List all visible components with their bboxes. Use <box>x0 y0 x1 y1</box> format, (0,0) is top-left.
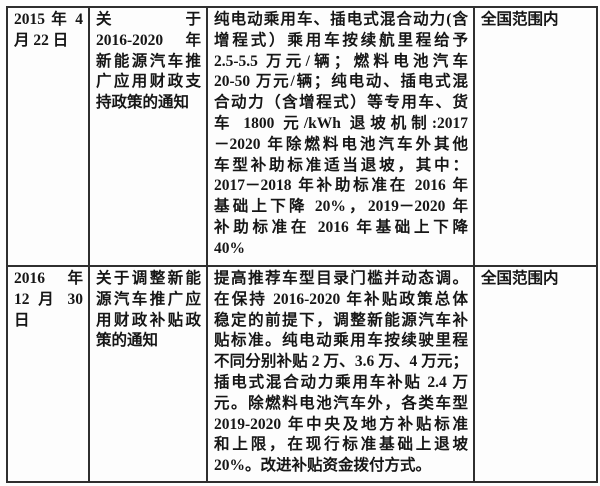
table-cell-date: 2015 年 4 月 22 日 <box>6 6 90 267</box>
text-line: 40% <box>214 239 245 257</box>
table-row: 2016 年 12 月 30 日关于调整新能 源汽车推广应 用财政补贴政 策的通知 提高推荐… <box>6 265 598 483</box>
text-line: 全国范围内 <box>481 270 559 287</box>
table-cell-content: 纯电动乘用车、插电式混合动力(含 增程式）乘用车按续航里程给予 2.5-5.5 万元… <box>206 6 475 267</box>
text-line: 增程式）乘用车按续航里程给予 <box>214 31 468 49</box>
text-line: 关于 <box>96 11 201 28</box>
text-line: 在保持 2016-2020 年补贴政策总体 <box>214 290 468 308</box>
table-cell-title: 关于调整新能 源汽车推广应 用财政补贴政 策的通知 <box>88 265 208 483</box>
text-line: 2015 年 4 <box>14 11 83 28</box>
text-line: 2016-2020 年 <box>96 31 201 49</box>
text-line: 贴标准。纯电动乘用车按续驶里程 <box>214 332 468 350</box>
table-cell-content: 提高推荐车型目录门槛并动态调。 在保持 2016-2020 年补贴政策总体 稳定的前… <box>206 265 475 483</box>
policy-table: 2015 年 4 月 22 日 关于 2016-2020 年新能源汽车推 广应用财政支持… <box>6 6 598 483</box>
text-line: 策的通知 <box>96 332 159 350</box>
text-line: 广应用财政支 <box>96 73 201 91</box>
text-line: 2017－2018 年补助标准在 2016 年 <box>214 177 468 195</box>
text-line: 新能源汽车推 <box>96 52 201 70</box>
text-line: －2020 年除燃料电池汽车外其他 <box>214 135 468 153</box>
text-line: 持政策的通知 <box>96 94 190 112</box>
text-line: 2.5-5.5 万元/辆；燃料电池汽车 <box>214 52 468 70</box>
text-line: 全国范围内 <box>481 11 559 28</box>
text-line: 源汽车推广应 <box>96 290 201 308</box>
text-line: 插电式混合动力乘用车补贴 2.4 万 <box>214 373 468 391</box>
table-row: 2015 年 4 月 22 日 关于 2016-2020 年新能源汽车推 广应用财政支持… <box>6 6 598 267</box>
text-line: 基础上下降 20%，2019－2020 年 <box>214 198 468 216</box>
text-line: 元。除燃料电池汽车外，各类车型 <box>214 394 468 412</box>
text-line: 车型补助标准适当退坡，其中： <box>214 156 468 174</box>
text-line: 关于调整新能 <box>96 270 201 287</box>
text-line: 提高推荐车型目录门槛并动态调。 <box>214 270 468 287</box>
text-line: 12 月 30 <box>14 290 83 308</box>
policy-table-body: 2015 年 4 月 22 日 关于 2016-2020 年新能源汽车推 广应用财政支持… <box>6 6 598 483</box>
text-line: 用财政补贴政 <box>96 311 201 329</box>
text-line: 稳定的前提下，调整新能源汽车补 <box>214 311 468 329</box>
text-line: 2016 年 <box>14 270 83 287</box>
text-line: 日 <box>14 311 30 329</box>
table-cell-date: 2016 年 12 月 30 日 <box>6 265 90 483</box>
table-cell-title: 关于 2016-2020 年新能源汽车推 广应用财政支 持政策的通知 <box>88 6 208 267</box>
text-line: 纯电动乘用车、插电式混合动力(含 <box>214 11 468 28</box>
text-line: 20%。改进补贴资金拨付方式。 <box>214 457 432 475</box>
table-cell-scope: 全国范围内 <box>473 265 598 483</box>
text-line: 2019-2020 年中央及地方补贴标准 <box>214 415 468 433</box>
table-cell-scope: 全国范围内 <box>473 6 598 267</box>
text-line: 和上限，在现行标准基础上退坡 <box>214 436 468 454</box>
text-line: 补助标准在 2016 年基础上下降 <box>214 218 468 236</box>
text-line: 20-50 万元/辆；纯电动、插电式混 <box>214 73 468 91</box>
text-line: 月 22 日 <box>14 31 69 49</box>
text-line: 合动力（含增程式）等专用车、货 <box>214 94 468 112</box>
text-line: 车 1800 元/kWh 退坡机制:2017 <box>214 114 468 132</box>
text-line: 不同分别补贴 2 万、3.6 万、4 万元； <box>214 353 468 371</box>
